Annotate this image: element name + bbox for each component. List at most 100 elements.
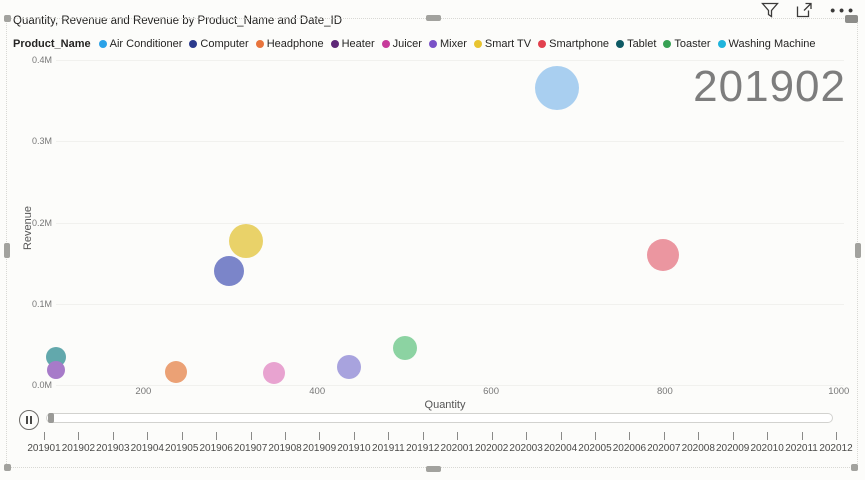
legend-item-headphone[interactable]: Headphone [255,38,324,50]
legend-dot-smart-tv [473,40,482,48]
resize-handle-right[interactable] [855,243,861,258]
bubble-smart-tv[interactable] [228,224,263,259]
resize-handle-top-right[interactable] [845,15,858,23]
x-tick-label: 600 [483,386,499,397]
resize-handle-top-left[interactable] [4,15,11,22]
bubble-juicer[interactable] [262,361,285,384]
timeline-tick [698,432,700,440]
legend-label: Toaster [674,38,711,50]
timeline-tick [319,432,321,440]
focus-mode-icon[interactable] [796,2,813,18]
timeline-tick [388,432,390,440]
timeline-tick [181,432,183,440]
bubble-air-conditioner[interactable] [535,65,580,110]
legend-label: Computer [200,38,249,50]
timeline-tick [767,432,769,440]
timeline-tick [457,432,459,440]
timeline-label-201902: 201902 [61,443,96,454]
timeline-label-202009: 202009 [716,443,750,454]
play-axis-date-label: 201902 [693,62,846,111]
bubble-smartphone[interactable] [647,239,680,271]
timeline-label-201903: 201903 [96,443,130,454]
legend-dot-heater [330,40,339,48]
legend-item-computer[interactable]: Computer [189,38,249,50]
timeline-label-202010: 202010 [750,443,784,454]
legend-items: Air Conditioner Computer Headphone Heater Ju… [98,38,823,50]
timeline-tick [422,432,424,440]
timeline-tick [44,432,45,440]
timeline-tick [353,432,355,440]
bubble-headphone[interactable] [164,361,187,383]
timeline-tick [526,432,528,440]
timeline-label-202005: 202005 [578,443,612,454]
gridline [56,60,844,61]
timeline-label-201905: 201905 [165,443,199,454]
play-axis-slider-track[interactable] [46,413,833,423]
x-tick-label: 400 [309,386,326,397]
plot-area [46,40,844,385]
timeline-tick [801,432,803,440]
gridline [56,385,844,386]
legend-item-washing-machine[interactable]: Washing Machine [717,38,816,50]
visual-header: ••• [761,1,857,19]
timeline-tick [629,432,631,440]
resize-handle-top-center[interactable] [426,15,441,21]
legend-item-smartphone[interactable]: Smartphone [538,38,609,50]
x-axis-title: Quantity [424,399,466,411]
timeline-tick [594,432,596,440]
timeline-label-201911: 201911 [372,443,405,454]
legend-item-juicer[interactable]: Juicer [381,38,422,50]
legend-dot-headphone [255,40,264,48]
legend-item-air-conditioner[interactable]: Air Conditioner [98,38,182,50]
timeline-tick [250,432,252,440]
legend-label: Headphone [266,38,324,50]
gridline [56,141,844,143]
timeline-label-201906: 201906 [199,443,233,454]
filter-icon[interactable] [761,2,780,18]
x-tick-label: 1000 [828,386,850,397]
timeline-label-201912: 201912 [406,443,440,454]
bubble-toaster[interactable] [393,336,417,361]
gridline [56,303,844,305]
timeline-label-201901: 201901 [27,443,61,454]
legend-item-mixer[interactable]: Mixer [428,38,467,50]
timeline-label-202008: 202008 [681,443,715,454]
legend-item-toaster[interactable]: Toaster [663,38,711,50]
timeline-label-202011: 202011 [785,443,818,454]
y-tick-label: 0.2M [31,217,52,228]
resize-handle-bottom-center[interactable] [426,466,441,472]
play-axis-slider-thumb[interactable] [48,413,54,423]
y-tick-label: 0.3M [31,136,52,147]
legend-label: Mixer [439,38,467,50]
bubble-mixer[interactable] [337,355,362,380]
pause-button[interactable] [19,410,39,430]
legend-dot-mixer [428,40,437,48]
y-axis-title: Revenue [22,205,35,251]
timeline-label-202003: 202003 [509,443,543,454]
legend-item-smart-tv[interactable]: Smart TV [473,38,531,50]
legend-dot-air-conditioner [98,40,107,48]
timeline-tick [112,432,114,440]
timeline-label-202004: 202004 [543,443,578,454]
timeline-label-202007: 202007 [647,443,681,454]
legend-item-heater[interactable]: Heater [330,38,375,50]
timeline-tick [491,432,493,440]
gridline [56,222,844,224]
y-tick-label: 0.1M [31,298,52,309]
timeline-label-202012: 202012 [819,443,853,454]
legend-dot-toaster [663,40,672,48]
resize-handle-bottom-right[interactable] [851,464,858,471]
legend-label: Smartphone [549,38,610,50]
legend-label: Heater [341,38,375,50]
x-tick-label: 200 [135,386,152,397]
legend-label: Juicer [392,38,422,50]
timeline-tick [560,432,562,440]
resize-handle-left[interactable] [4,243,10,258]
resize-handle-bottom-left[interactable] [4,464,11,471]
more-options-icon[interactable]: ••• [830,2,857,18]
bubble-heater[interactable] [46,361,65,380]
legend-item-tablet[interactable]: Tablet [616,38,656,50]
legend: Product_Name Air Conditioner Computer Head… [13,38,823,50]
bubble-computer[interactable] [213,256,244,287]
